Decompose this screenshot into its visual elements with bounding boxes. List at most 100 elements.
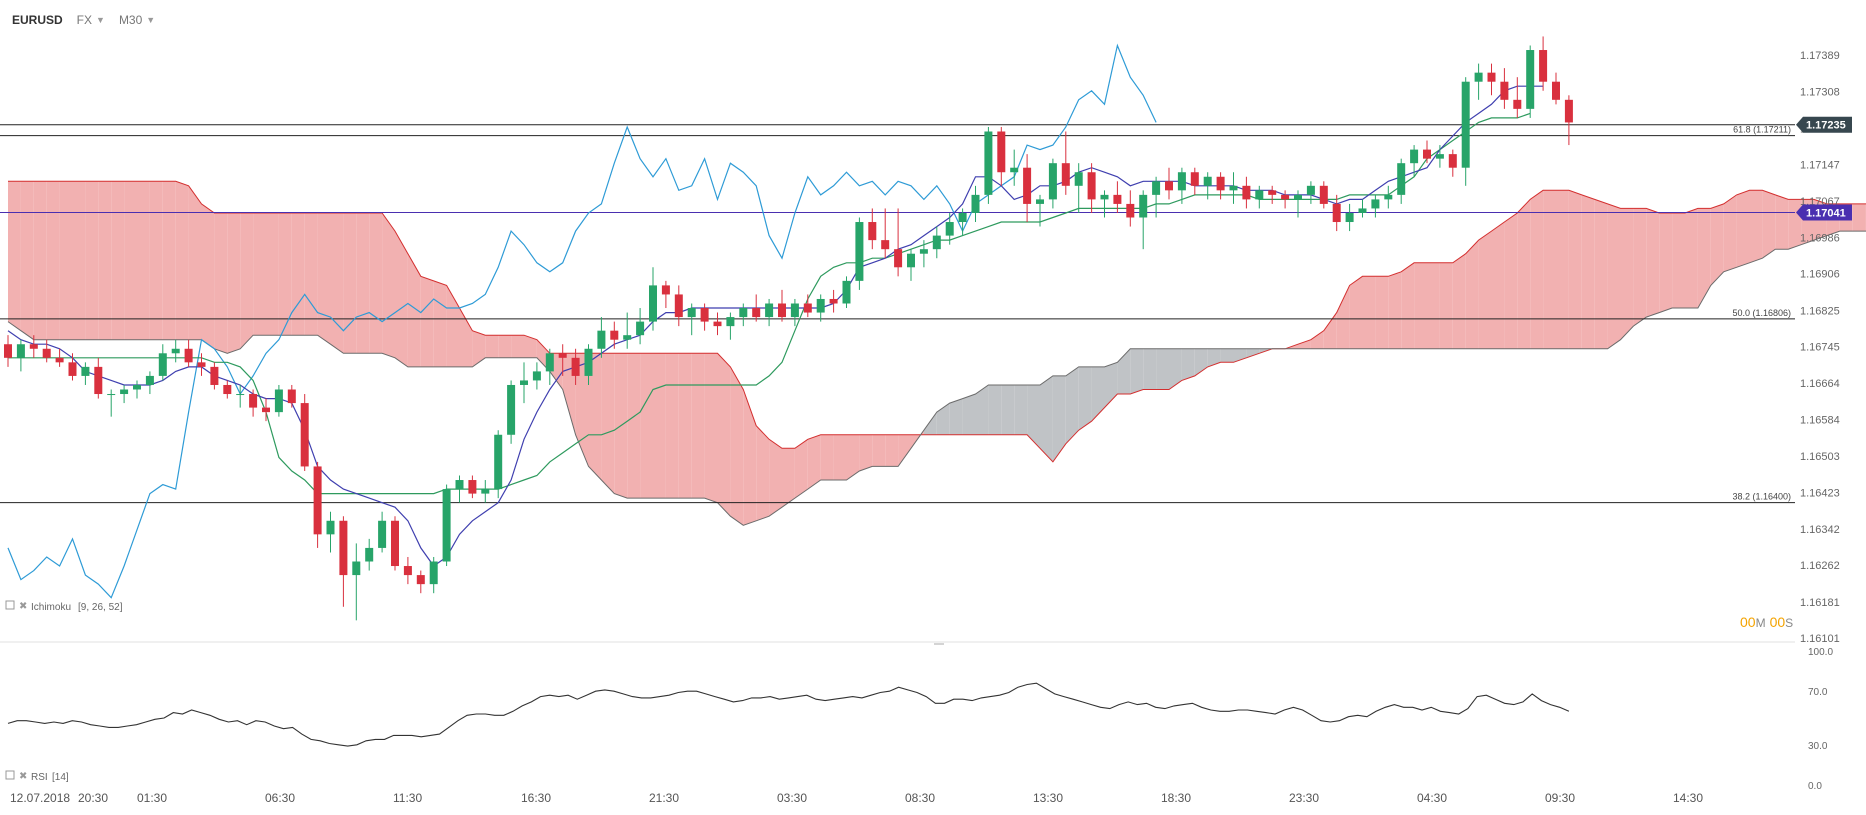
candle [790,298,799,327]
candle-body [932,235,941,250]
timeframe-dropdown[interactable]: M30 ▼ [119,13,155,27]
candle-body [610,330,619,340]
cloud-segment [988,384,1002,435]
cloud-segment [8,181,21,331]
cloud-segment [1323,312,1337,349]
candle [468,475,477,499]
cloud-segment [1762,190,1776,259]
candle-body [1319,185,1328,204]
current-price-tag-text: 1.17235 [1806,120,1846,132]
candle-body [1358,208,1367,213]
candle-body [249,394,258,408]
candle-body [1216,176,1225,191]
candle [16,339,25,372]
cloud-segment [1181,348,1195,381]
candle [1526,45,1535,118]
candle-body [403,566,412,576]
candle-body [674,294,683,318]
candle [1023,154,1032,223]
candle [1074,163,1083,213]
candle-body [1539,50,1548,82]
candle [210,362,219,390]
market-label: FX [76,13,93,27]
cloud-segment [1246,348,1260,358]
candle [442,484,451,567]
x-tick-label: 13:30 [1033,791,1063,805]
candle-body [455,480,464,490]
candle-body [16,344,25,358]
candle-body [1487,72,1496,82]
candle [42,339,51,363]
candle [1345,203,1354,232]
line-price-tag: 1.17041 [1796,204,1852,221]
cloud-segment [1775,194,1789,250]
candle [1306,181,1315,204]
cloud-segment [20,181,34,340]
candle-body [468,480,477,494]
candle [1165,167,1173,200]
candle [1152,176,1161,218]
candle-body [326,520,335,535]
menu-icon[interactable] [5,770,15,780]
candle [68,353,77,381]
close-icon[interactable]: ✖ [19,771,27,782]
indicator-label: Ichimoku [31,602,71,613]
candle [1229,172,1238,204]
close-icon[interactable]: ✖ [19,601,27,612]
candle-body [300,403,309,467]
candle-body [842,280,851,304]
candle [649,267,657,331]
cloud-segment [1685,208,1698,309]
candle-body [287,389,296,404]
candle [984,126,993,204]
candle [868,208,877,250]
candle-body [687,308,696,318]
candle-body [1332,203,1341,223]
candle-body [881,240,890,250]
ichimoku-legend[interactable]: ✖ Ichimoku [9, 26, 52] [5,600,123,613]
y-tick-label: 1.16503 [1800,451,1840,463]
cloud-segment [446,285,460,367]
candle [1461,77,1470,186]
market-dropdown[interactable]: FX ▼ [77,13,105,27]
cloud-segment [1439,262,1453,349]
candle-body [1087,172,1096,200]
candle-body [94,366,103,395]
chevron-down-icon: ▼ [96,15,105,25]
cloud-segment [511,335,524,358]
candle-body [803,303,812,313]
candle [532,362,541,390]
x-tick-label: 06:30 [265,791,295,805]
y-tick-label: 1.17308 [1800,87,1840,99]
candle-body [378,520,387,548]
candle-body [1448,154,1457,168]
candle-body [945,222,954,236]
candle [1036,194,1044,227]
candle [636,308,645,345]
cloud-segment [343,212,357,354]
candle-body [1203,176,1212,186]
cloud-segment [859,434,873,471]
indicator-params: [9, 26, 52] [78,602,123,613]
candle [855,217,864,290]
cloud-segment [1130,348,1144,395]
candle [339,516,348,607]
candle-body [649,285,657,322]
cloud-segment [72,181,86,340]
menu-icon[interactable] [5,600,15,610]
candle-body [29,344,38,349]
cloud-segment [936,403,950,435]
cloud-segment [1659,212,1673,313]
y-tick-label: 1.16664 [1800,378,1840,390]
candle-body [68,362,77,376]
cloud-segment [175,181,189,340]
candle [545,348,554,385]
rsi-tick-label: 30.0 [1808,741,1828,752]
candle [1242,176,1251,209]
cloud-segment [162,181,176,340]
candle-body [855,222,864,281]
candle-body [571,357,580,376]
rsi-legend[interactable]: ✖ RSI [14] [5,770,69,783]
cloud-segment [459,308,473,367]
